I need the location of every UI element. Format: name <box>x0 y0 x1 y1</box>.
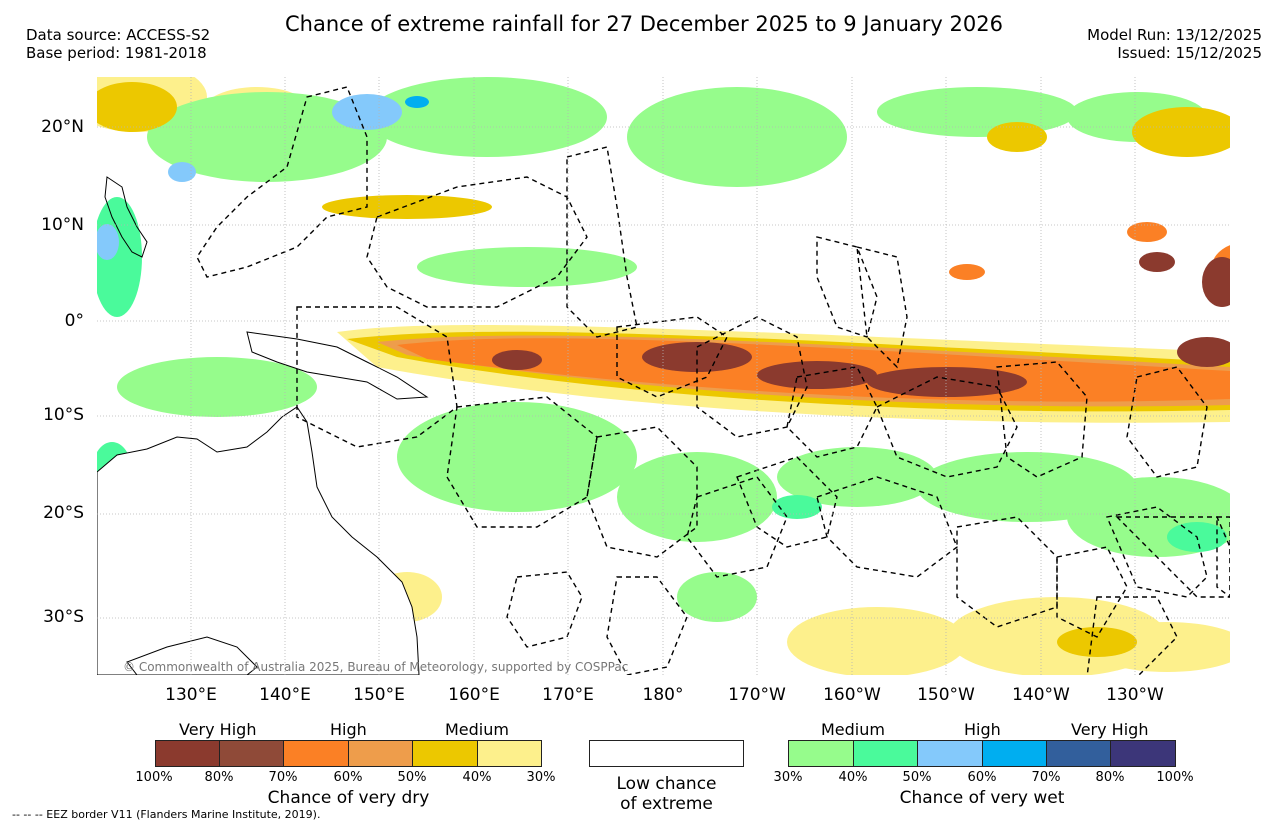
new-guinea-coastline <box>246 331 429 400</box>
lat-label: 20°S <box>43 503 84 523</box>
wet-tick-label: 50% <box>902 770 932 785</box>
wet-swatch <box>917 740 983 767</box>
wet-swatch <box>1110 740 1176 767</box>
dry-category-label: Medium <box>445 720 509 739</box>
philippines-coastline <box>104 176 148 258</box>
dry-very-high-area <box>492 252 1230 397</box>
dry-category-label: High <box>330 720 367 739</box>
dry-swatch <box>477 740 542 767</box>
wet-category-label: Very High <box>1071 720 1149 739</box>
model-run-text: Model Run: 13/12/2025 <box>1087 26 1262 44</box>
wet-tick-label: 80% <box>1095 770 1125 785</box>
low-chance-line2: of extreme <box>620 794 713 814</box>
dry-swatch <box>412 740 478 767</box>
wet-tick-label: 70% <box>1031 770 1061 785</box>
dry-tick-label: 100% <box>135 770 173 785</box>
wet-tick-label: 40% <box>838 770 868 785</box>
wet-category-label: Medium <box>821 720 885 739</box>
wet-swatch <box>982 740 1047 767</box>
header-left: Data source: ACCESS-S2 Base period: 1981… <box>26 26 210 62</box>
dry-category-label: Very High <box>179 720 257 739</box>
wet-tick-label: 60% <box>967 770 997 785</box>
issued-text: Issued: 15/12/2025 <box>1117 44 1262 62</box>
header-right: Model Run: 13/12/2025 Issued: 15/12/2025 <box>1087 26 1262 62</box>
wet-swatch <box>853 740 918 767</box>
dry-swatch <box>155 740 220 767</box>
wet-category-label: High <box>964 720 1001 739</box>
lon-label: 140°E <box>259 685 311 705</box>
lon-label: 130°E <box>165 685 217 705</box>
data-source-text: Data source: ACCESS-S2 <box>26 26 211 44</box>
dry-caption: Chance of very dry <box>267 788 430 808</box>
lon-label: 130°W <box>1106 685 1164 705</box>
dry-swatch <box>283 740 349 767</box>
lon-label: 160°E <box>448 685 500 705</box>
low-chance-swatch <box>589 740 744 767</box>
low-chance-caption: Low chance of extreme <box>589 774 744 814</box>
dry-tick-label: 60% <box>333 770 363 785</box>
eez-note: -- -- -- EEZ border V11 (Flanders Marine… <box>12 808 321 821</box>
lat-label: 0° <box>64 311 84 331</box>
lon-label: 170°E <box>542 685 594 705</box>
dry-tick-label: 30% <box>526 770 556 785</box>
lon-label: 170°W <box>728 685 786 705</box>
dry-tick-label: 40% <box>462 770 492 785</box>
wet-swatch <box>788 740 854 767</box>
wet-very-high-area <box>97 94 429 260</box>
copyright-text: © Commonwealth of Australia 2025, Bureau… <box>123 660 629 674</box>
dry-swatch <box>348 740 413 767</box>
new-zealand-coastline <box>126 636 258 675</box>
base-period-text: Base period: 1981-2018 <box>26 44 207 62</box>
map-canvas <box>97 77 1230 675</box>
rainfall-map <box>97 77 1230 675</box>
australia-coastline <box>97 406 420 675</box>
dry-tick-label: 50% <box>397 770 427 785</box>
lon-label: 140°W <box>1012 685 1070 705</box>
wet-tick-label: 100% <box>1156 770 1194 785</box>
dry-swatch <box>219 740 284 767</box>
lon-label: 180° <box>642 685 684 705</box>
lat-label: 20°N <box>41 117 84 137</box>
lon-label: 150°W <box>917 685 975 705</box>
lat-label: 10°S <box>43 405 84 425</box>
lon-label: 160°W <box>823 685 881 705</box>
wet-tick-label: 30% <box>773 770 803 785</box>
wet-swatch <box>1046 740 1111 767</box>
dry-tick-label: 80% <box>204 770 234 785</box>
lat-label: 30°S <box>43 607 84 627</box>
map-gridlines <box>97 77 1230 675</box>
wet-caption: Chance of very wet <box>899 788 1065 808</box>
lon-label: 150°E <box>353 685 405 705</box>
lat-label: 10°N <box>41 215 84 235</box>
low-chance-line1: Low chance <box>616 774 717 794</box>
dry-tick-label: 70% <box>268 770 298 785</box>
map-title: Chance of extreme rainfall for 27 Decemb… <box>285 12 1003 36</box>
